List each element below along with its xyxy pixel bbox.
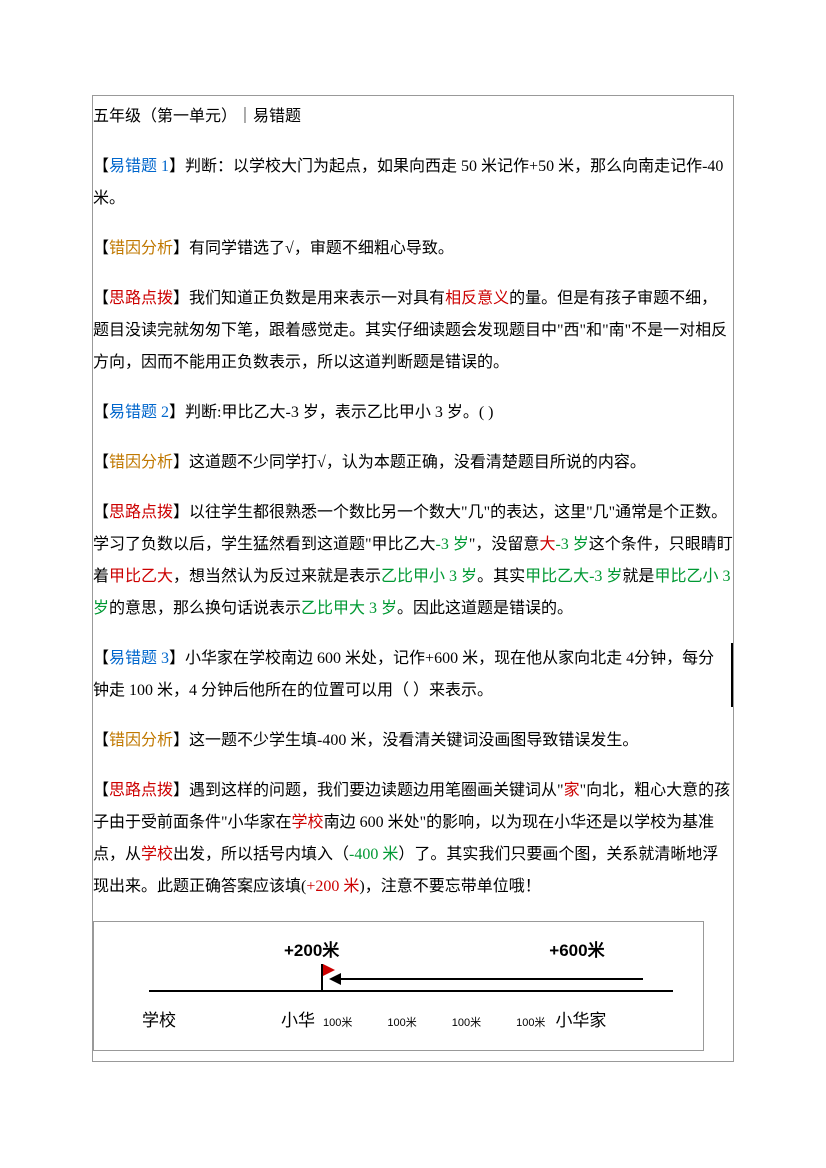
- question-2: 【易错题 2】判断:甲比乙大-3 岁，表示乙比甲小 3 岁。( ): [93, 397, 733, 429]
- t2-p8: 。因此这道题是错误的。: [397, 600, 573, 617]
- diagram-xiaohua: 小华: [281, 1004, 315, 1038]
- a2-text: 这道题不少同学打√，认为本题正确，没看清楚题目所说的内容。: [189, 454, 646, 471]
- analysis-3: 【错因分析】这一题不少学生填-400 米，没看清关键词没画图导致错误发生。: [93, 725, 733, 757]
- diagram-home: 小华家: [555, 1004, 606, 1038]
- diagram-label-600: +600米: [549, 934, 604, 968]
- analysis-1: 【错因分析】有同学错选了√，审题不细粗心导致。: [93, 233, 733, 265]
- t2-p4: ，想当然认为反过来就是表示: [173, 568, 381, 585]
- diagram-label-200: +200米: [284, 934, 339, 968]
- t3-r1: 家: [564, 782, 580, 799]
- analysis-2: 【错因分析】这道题不少同学打√，认为本题正确，没看清楚题目所说的内容。: [93, 447, 733, 479]
- t1-r1: 相反意义: [445, 290, 509, 307]
- t3-label: 思路点拨: [109, 782, 173, 799]
- q1-label: 易错题 1: [109, 158, 169, 175]
- q3-label: 易错题 3: [109, 650, 169, 667]
- diagram-school: 学校: [142, 1004, 176, 1038]
- t3-g1: -400 米: [349, 846, 398, 863]
- axis-line: [149, 990, 673, 992]
- t3-p1: 遇到这样的问题，我们要边读题边用笔圈画关键词从": [189, 782, 564, 799]
- t2-g1: -3 岁: [436, 536, 469, 553]
- t2-g3: 乙比甲小 3 岁: [381, 568, 477, 585]
- t3-r3: 学校: [141, 846, 173, 863]
- t2-p2: "，没留意: [469, 536, 540, 553]
- diagram-100d: 100米: [516, 1012, 545, 1034]
- t3-r4: +200 米: [306, 878, 359, 895]
- a3-label: 错因分析: [109, 732, 173, 749]
- arrow-head-icon: [329, 973, 341, 985]
- a3-text: 这一题不少学生填-400 米，没看清关键词没画图导致错误发生。: [189, 732, 638, 749]
- q1-text: 判断：以学校大门为起点，如果向西走 50 米记作+50 米，那么向南走记作-40…: [93, 158, 723, 207]
- t1-label: 思路点拨: [109, 290, 173, 307]
- t3-r2: 学校: [292, 814, 324, 831]
- t2-p5: 。其实: [477, 568, 525, 585]
- t2-g6: 乙比甲大 3 岁: [301, 600, 397, 617]
- t2-r1: 大: [539, 536, 555, 553]
- diagram-100a: 100米: [323, 1012, 352, 1034]
- t2-g4: 甲比乙大-3 岁: [525, 568, 622, 585]
- t2-label: 思路点拨: [109, 504, 173, 521]
- q2-text: 判断:甲比乙大-3 岁，表示乙比甲小 3 岁。( ): [185, 404, 493, 421]
- question-1: 【易错题 1】判断：以学校大门为起点，如果向西走 50 米记作+50 米，那么向…: [93, 151, 733, 215]
- tip-1: 【思路点拨】我们知道正负数是用来表示一对具有相反意义的量。但是有孩子审题不细，题…: [93, 283, 733, 379]
- t2-p7: 的意思，那么换句话说表示: [109, 600, 301, 617]
- t1-p1: 我们知道正负数是用来表示一对具有: [189, 290, 445, 307]
- q2-label: 易错题 2: [109, 404, 169, 421]
- t2-p6: 就是: [622, 568, 654, 585]
- a2-label: 错因分析: [109, 454, 173, 471]
- t2-r2: 甲比乙大: [109, 568, 173, 585]
- question-3: 【易错题 3】小华家在学校南边 600 米处，记作+600 米，现在他从家向北走…: [93, 643, 726, 707]
- number-line-diagram: +200米 +600米 学校 小华 100米 100米 100米 100米 小华…: [93, 921, 704, 1051]
- t3-p6: )，注意不要忘带单位哦！: [359, 878, 540, 895]
- arrow-line: [335, 978, 643, 980]
- a1-text: 有同学错选了√，审题不细粗心导致。: [189, 240, 454, 257]
- tip-2: 【思路点拨】以往学生都很熟悉一个数比另一个数大"几"的表达，这里"几"通常是个正…: [93, 497, 733, 625]
- t2-g2: -3 岁: [555, 536, 588, 553]
- q3-text: 小华家在学校南边 600 米处，记作+600 米，现在他从家向北走 4分钟，每分…: [93, 650, 714, 699]
- page-title: 五年级（第一单元）｜易错题: [93, 101, 733, 133]
- diagram-100b: 100米: [387, 1012, 416, 1034]
- diagram-100c: 100米: [452, 1012, 481, 1034]
- a1-label: 错因分析: [109, 240, 173, 257]
- t3-p4: 出发，所以括号内填入（: [173, 846, 349, 863]
- tip-3: 【思路点拨】遇到这样的问题，我们要边读题边用笔圈画关键词从"家"向北，粗心大意的…: [93, 775, 733, 903]
